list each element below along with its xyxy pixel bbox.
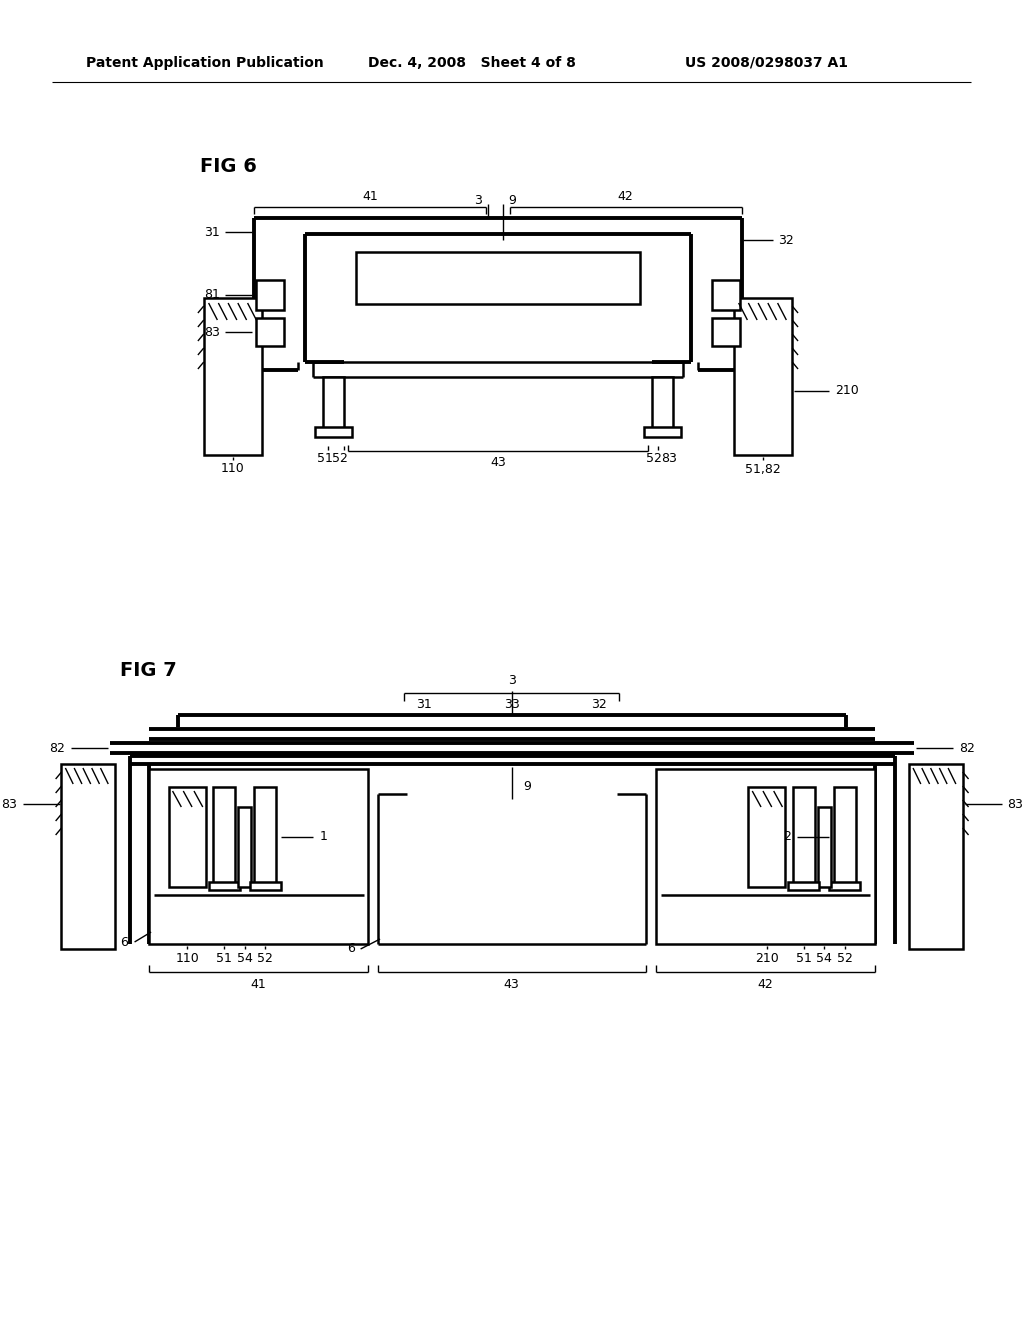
Bar <box>829 882 860 890</box>
Text: 52: 52 <box>257 952 273 965</box>
Bar <box>788 882 819 890</box>
Text: 54: 54 <box>237 952 253 965</box>
Text: 52: 52 <box>646 453 662 466</box>
Text: FIG 6: FIG 6 <box>200 157 257 177</box>
Text: 51,82: 51,82 <box>745 462 781 475</box>
Text: Patent Application Publication: Patent Application Publication <box>86 55 324 70</box>
Text: 31: 31 <box>205 226 220 239</box>
Text: 9: 9 <box>523 780 531 792</box>
Bar <box>256 318 284 346</box>
Bar <box>835 787 855 887</box>
Bar <box>644 426 681 437</box>
Text: 210: 210 <box>836 384 859 397</box>
Bar <box>734 298 793 455</box>
Text: US 2008/0298037 A1: US 2008/0298037 A1 <box>685 55 848 70</box>
Bar <box>749 787 785 887</box>
Text: 9: 9 <box>509 194 516 206</box>
Text: 81: 81 <box>205 289 220 301</box>
Text: 31: 31 <box>416 698 432 711</box>
Bar <box>250 882 281 890</box>
Bar <box>713 280 739 310</box>
Text: 1: 1 <box>319 830 328 843</box>
Bar <box>652 378 674 430</box>
Bar <box>817 807 831 887</box>
Bar <box>213 787 234 887</box>
Text: 42: 42 <box>757 978 773 991</box>
Text: 32: 32 <box>592 698 607 711</box>
Bar <box>909 764 963 949</box>
Text: 3: 3 <box>474 194 482 206</box>
Text: 51: 51 <box>316 453 333 466</box>
Text: 42: 42 <box>617 190 634 203</box>
Bar <box>323 378 344 430</box>
Text: 43: 43 <box>504 978 519 991</box>
Text: 210: 210 <box>755 952 779 965</box>
Text: 110: 110 <box>175 952 199 965</box>
Text: 2: 2 <box>783 830 792 843</box>
Text: 41: 41 <box>362 190 378 203</box>
Text: 83: 83 <box>1008 797 1023 810</box>
Text: Dec. 4, 2008   Sheet 4 of 8: Dec. 4, 2008 Sheet 4 of 8 <box>369 55 577 70</box>
Text: 32: 32 <box>777 234 794 247</box>
Bar <box>314 426 352 437</box>
Bar <box>150 770 369 944</box>
Text: 51: 51 <box>216 952 232 965</box>
Text: 82: 82 <box>958 742 975 755</box>
Bar <box>61 764 115 949</box>
Text: 6: 6 <box>347 942 354 956</box>
Bar <box>169 787 206 887</box>
Bar <box>204 298 262 455</box>
Text: 33: 33 <box>504 698 519 711</box>
Text: 54: 54 <box>816 952 833 965</box>
Text: 110: 110 <box>221 462 245 475</box>
Text: 52: 52 <box>332 453 348 466</box>
Text: 82: 82 <box>49 742 66 755</box>
Text: FIG 7: FIG 7 <box>120 660 177 680</box>
Text: 6: 6 <box>120 936 128 949</box>
Text: 83: 83 <box>205 326 220 338</box>
Bar <box>794 787 815 887</box>
Text: 52: 52 <box>837 952 853 965</box>
Bar <box>254 787 275 887</box>
Text: 51: 51 <box>796 952 812 965</box>
Text: 83: 83 <box>1 797 16 810</box>
Text: 3: 3 <box>508 675 515 688</box>
Bar <box>256 280 284 310</box>
Bar <box>355 252 640 304</box>
Text: 43: 43 <box>490 457 506 470</box>
Bar <box>209 882 240 890</box>
Text: 41: 41 <box>251 978 266 991</box>
Bar <box>655 770 876 944</box>
Text: 83: 83 <box>662 453 678 466</box>
Bar <box>238 807 252 887</box>
Bar <box>713 318 739 346</box>
